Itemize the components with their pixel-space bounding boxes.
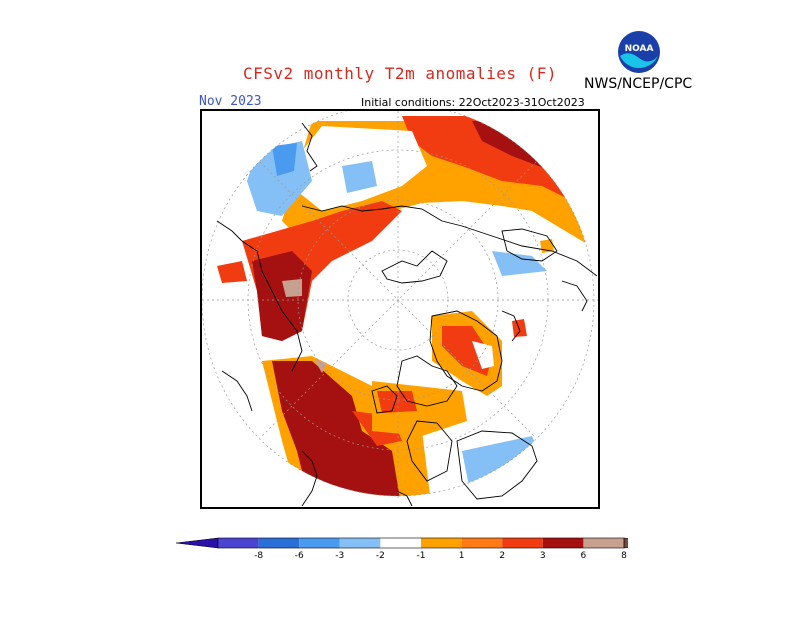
anomaly-hot-alaska bbox=[442, 326, 492, 376]
legend-swatch bbox=[583, 538, 624, 548]
legend-tick-label: -1 bbox=[417, 551, 426, 561]
legend-swatch bbox=[380, 538, 421, 548]
legend-tick-label: -2 bbox=[376, 551, 385, 561]
legend-swatch bbox=[218, 538, 259, 548]
legend-tick-label: -6 bbox=[295, 551, 304, 561]
map-title: CFSv2 monthly T2m anomalies (F) bbox=[242, 64, 558, 83]
legend-arrow-right bbox=[623, 537, 667, 549]
legend-tick-label: 8 bbox=[621, 551, 627, 561]
anomaly-cold-nw bbox=[247, 141, 312, 216]
legend-tick-label: -8 bbox=[254, 551, 263, 561]
legend-swatch bbox=[299, 538, 340, 548]
legend-tick-label: 3 bbox=[540, 551, 546, 561]
legend-tick-label: -3 bbox=[335, 551, 344, 561]
anomaly-hot-west bbox=[252, 251, 312, 341]
anomaly-cold-ne bbox=[492, 251, 547, 276]
anomaly-light-alaska bbox=[472, 341, 494, 369]
legend-swatch bbox=[542, 538, 584, 548]
anomaly-cold-patch bbox=[342, 161, 377, 193]
legend-tick-label: 2 bbox=[499, 551, 505, 561]
legend-outline bbox=[217, 537, 625, 549]
color-legend: -8 -6 -3 -2 -1 1 2 3 6 8 bbox=[175, 536, 667, 566]
noaa-logo-text: NOAA bbox=[625, 44, 654, 54]
legend-swatch bbox=[461, 538, 503, 548]
anomaly-warm-west-small bbox=[217, 261, 247, 283]
anomaly-hot-arctic-isles bbox=[377, 391, 417, 413]
anomaly-extreme-sw bbox=[314, 359, 327, 373]
legend-tick-label: 1 bbox=[459, 551, 465, 561]
legend-tick-label: 6 bbox=[581, 551, 587, 561]
anomaly-extreme-west bbox=[282, 279, 302, 297]
legend-arrow-left bbox=[175, 537, 219, 549]
initial-conditions: Initial conditions: 22Oct2023-31Oct2023 bbox=[361, 96, 585, 109]
coastlines bbox=[216, 122, 598, 507]
anomaly-warm-right bbox=[512, 319, 527, 337]
legend-swatch bbox=[421, 538, 462, 548]
agency-label: NWS/NCEP/CPC bbox=[584, 76, 693, 92]
anomaly-fields bbox=[217, 116, 594, 496]
graticule bbox=[202, 111, 598, 501]
target-month: Nov 2023 bbox=[199, 94, 262, 109]
anomaly-cold-nw-core bbox=[272, 143, 297, 176]
polar-map bbox=[200, 109, 600, 509]
anomaly-cold-east bbox=[462, 436, 542, 496]
legend-swatch bbox=[258, 538, 300, 548]
legend-swatch bbox=[502, 538, 543, 548]
noaa-logo: NOAA bbox=[617, 30, 661, 74]
legend-swatch bbox=[339, 538, 381, 548]
